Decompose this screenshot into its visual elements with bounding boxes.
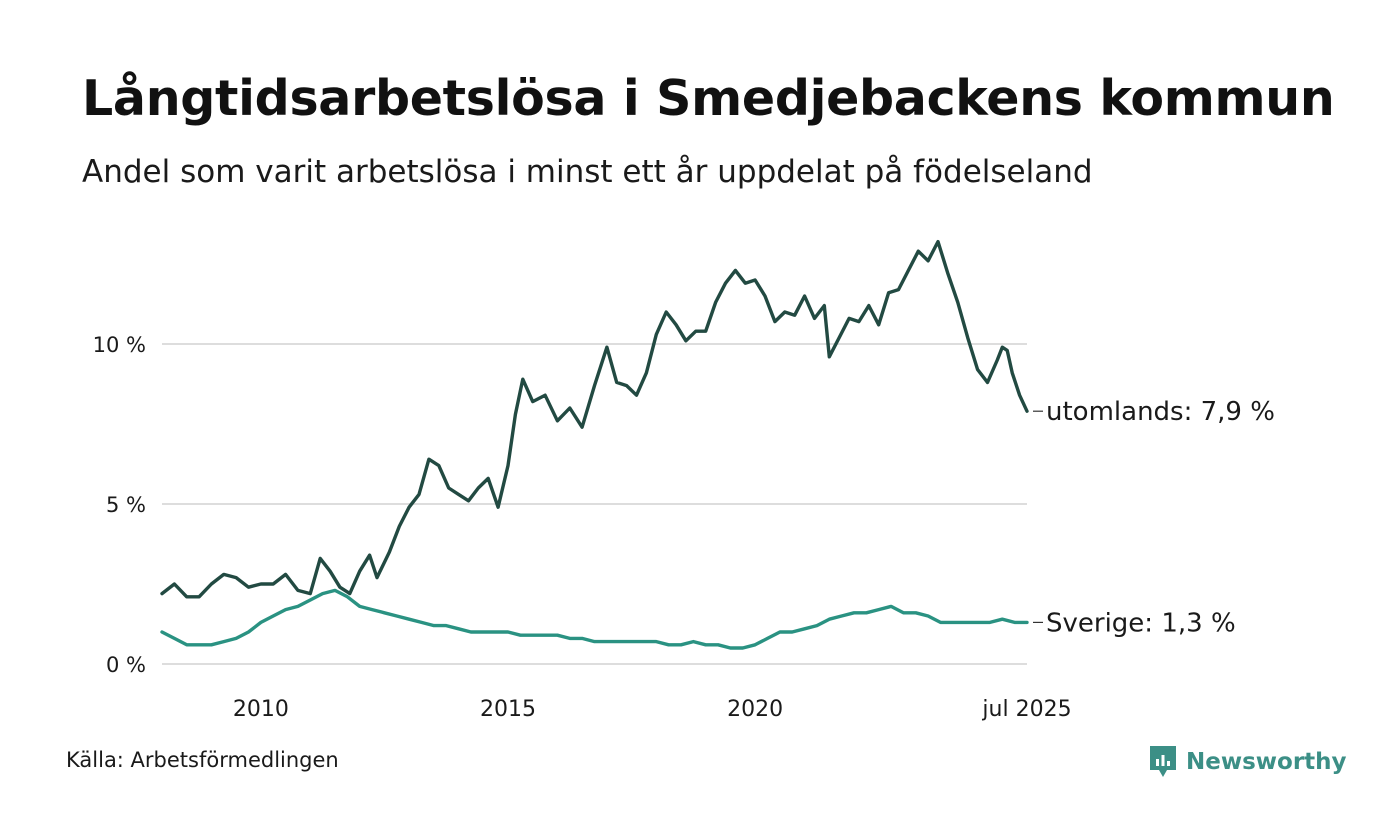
series-line-sverige: [160, 588, 1029, 650]
y-tick-label: 10 %: [93, 333, 146, 357]
line-chart: 0 % 5 % 10 % 2010 2015 2020 jul 2025 utomlands:…: [93, 239, 1275, 722]
x-tick-label: jul 2025: [981, 697, 1071, 722]
source-note: Källa: Arbetsförmedlingen: [66, 748, 339, 772]
y-tick-label: 5 %: [106, 493, 146, 517]
series-end-label-sverige: Sverige: 1,3 %: [1046, 608, 1236, 638]
chart-subtitle: Andel som varit arbetslösa i minst ett å…: [82, 154, 1093, 190]
series-end-label-utomlands: utomlands: 7,9 %: [1046, 397, 1275, 427]
y-tick-label: 0 %: [106, 653, 146, 677]
series-line-utomlands: [160, 239, 1029, 599]
chart-title: Långtidsarbetslösa i Smedjebackens kommu…: [82, 70, 1335, 127]
newsworthy-brand[interactable]: Newsworthy: [1148, 742, 1347, 782]
brand-name: Newsworthy: [1186, 749, 1347, 775]
x-tick-label: 2015: [480, 697, 536, 722]
x-tick-label: 2020: [727, 697, 783, 722]
newsworthy-logo-icon: [1150, 746, 1176, 777]
x-tick-label: 2010: [233, 697, 289, 722]
